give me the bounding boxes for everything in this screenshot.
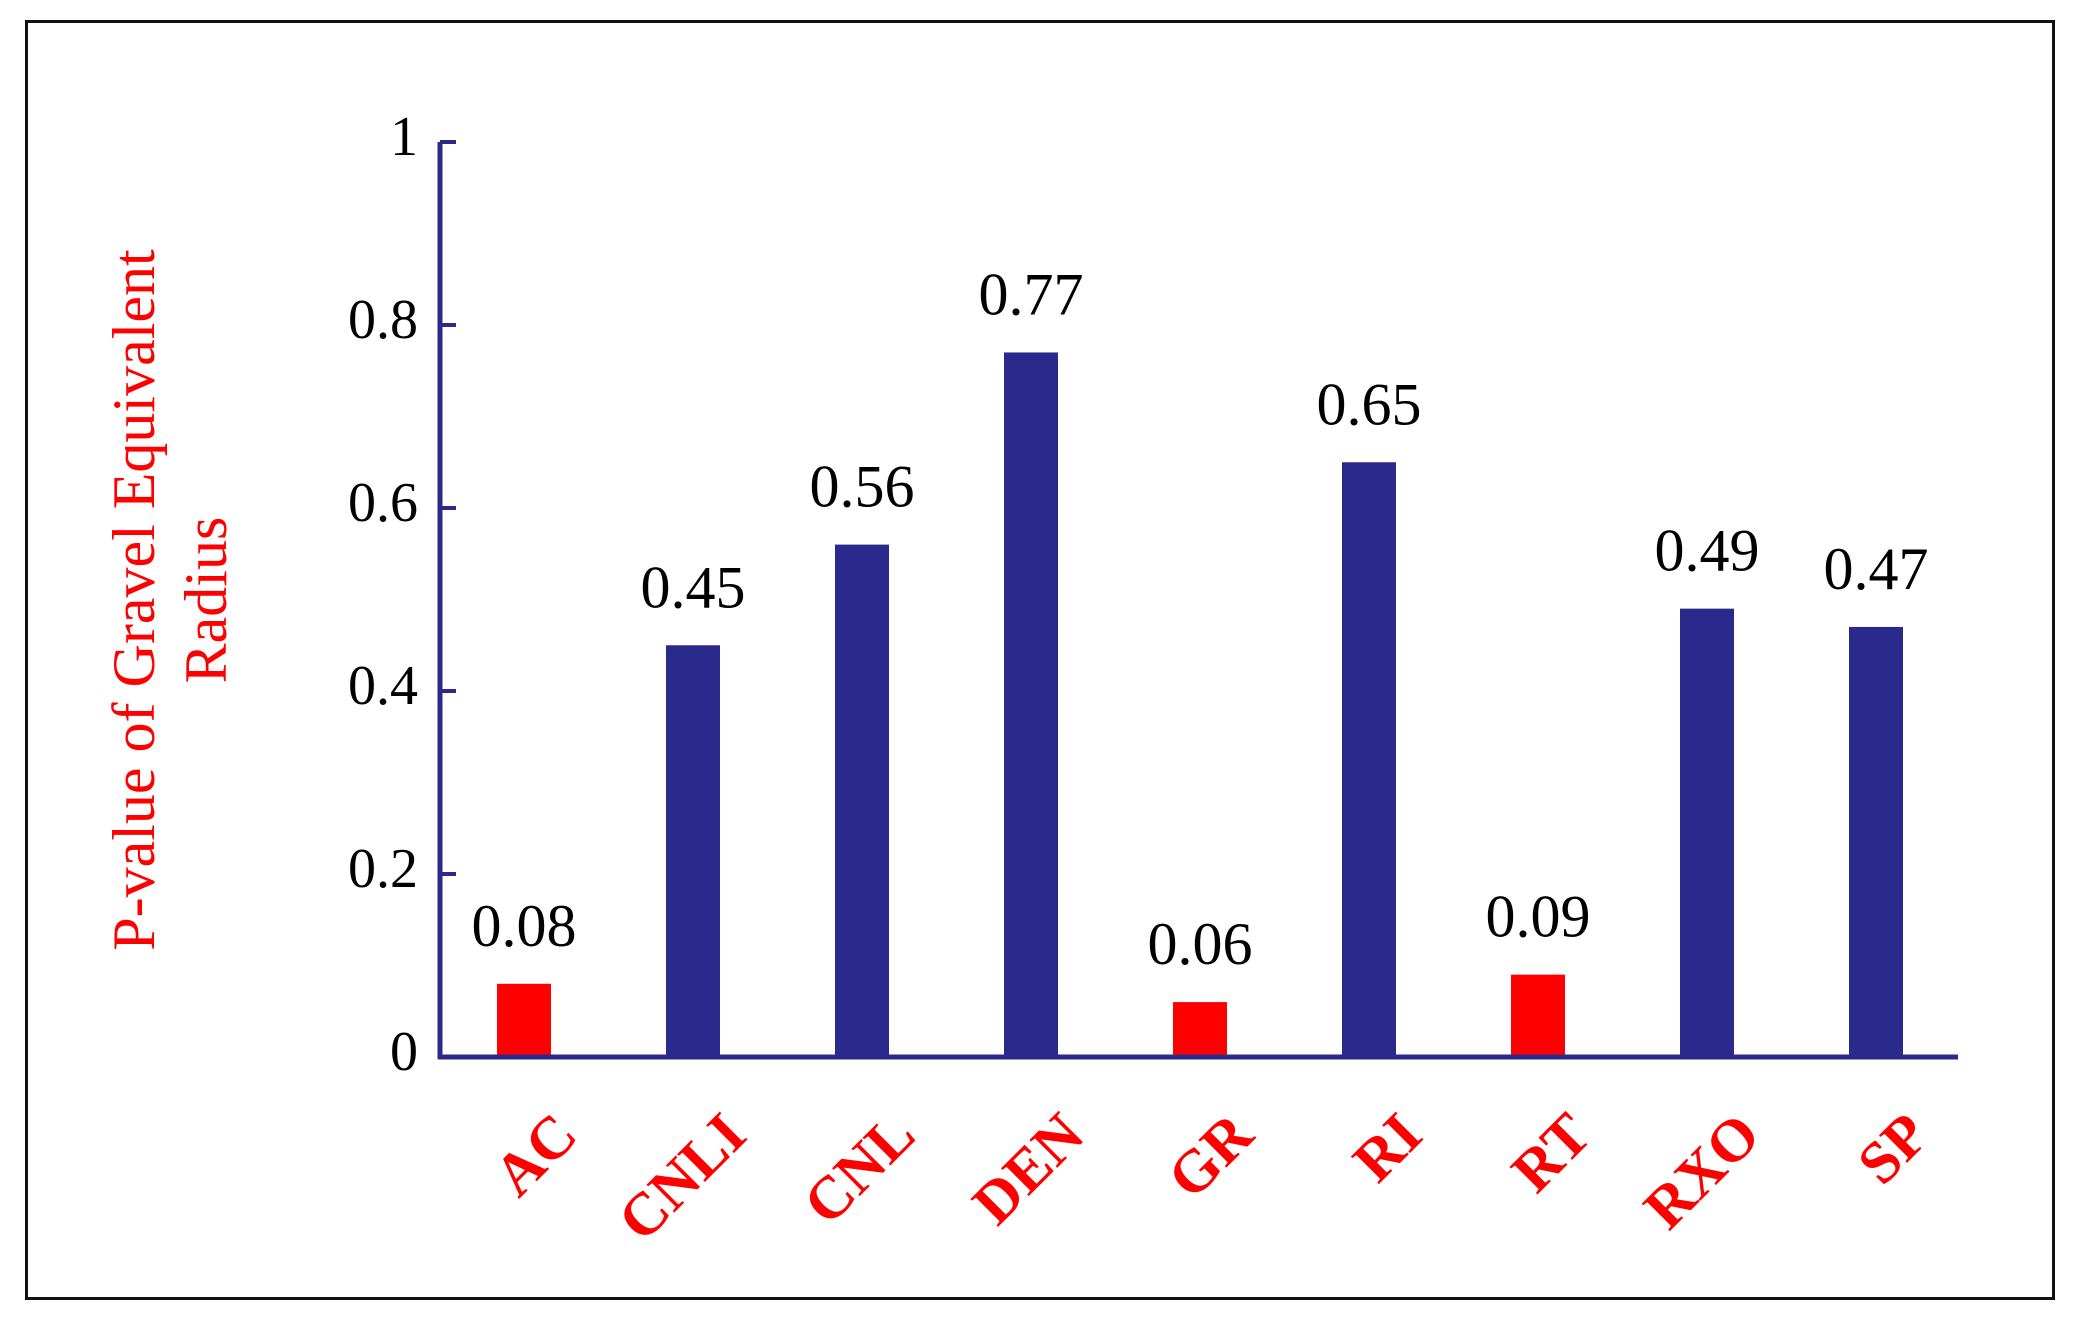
y-axis-ticks: 0 0.2 0.4 0.6 0.8 1 <box>348 106 456 1083</box>
data-label: 0.09 <box>1486 884 1591 950</box>
bar-cnli <box>666 645 720 1057</box>
y-tick-label: 1 <box>390 106 418 168</box>
x-category-label: RXO <box>1631 1101 1772 1242</box>
x-category-label: CNL <box>791 1101 927 1237</box>
bar-sp <box>1849 626 1903 1057</box>
y-axis-title: P-value of Gravel Equivalent Radius <box>101 249 239 951</box>
bars <box>497 352 1903 1057</box>
data-label: 0.47 <box>1824 536 1929 602</box>
x-category-label: CNLI <box>605 1101 758 1254</box>
x-category-label: RI <box>1340 1101 1434 1195</box>
data-label: 0.49 <box>1655 518 1760 584</box>
data-label: 0.56 <box>810 454 915 520</box>
data-label: 0.06 <box>1148 911 1253 977</box>
y-tick-label: 0 <box>390 1021 418 1083</box>
x-category-label: RT <box>1499 1101 1603 1205</box>
y-axis-title-line: P-value of Gravel Equivalent <box>101 249 167 951</box>
data-label: 0.65 <box>1317 371 1422 437</box>
value-labels: 0.08 0.45 0.56 0.77 0.06 0.65 0.09 0.49 0.47 <box>472 261 1929 977</box>
data-label: 0.08 <box>472 893 577 959</box>
bar-gr <box>1173 1002 1227 1057</box>
bar-ri <box>1342 462 1396 1057</box>
bar-rt <box>1511 974 1565 1057</box>
x-category-label: GR <box>1155 1100 1266 1211</box>
y-tick-label: 0.8 <box>348 289 418 351</box>
bar-cnl <box>835 544 889 1057</box>
x-category-label: AC <box>481 1101 589 1209</box>
y-tick-label: 0.6 <box>348 472 418 534</box>
bar-rxo <box>1680 608 1734 1057</box>
x-axis-category-labels: AC CNLI CNL DEN GR RI RT RXO SP <box>481 1100 1941 1253</box>
y-axis-title-line: Radius <box>173 517 239 684</box>
data-label: 0.45 <box>641 554 746 620</box>
x-category-label: SP <box>1845 1101 1941 1197</box>
y-tick-label: 0.2 <box>348 838 418 900</box>
bar-den <box>1004 352 1058 1057</box>
axes <box>437 142 1958 1060</box>
y-tick-label: 0.4 <box>348 655 418 717</box>
bar-ac <box>497 983 551 1057</box>
x-category-label: DEN <box>960 1101 1096 1237</box>
data-label: 0.77 <box>979 261 1084 327</box>
